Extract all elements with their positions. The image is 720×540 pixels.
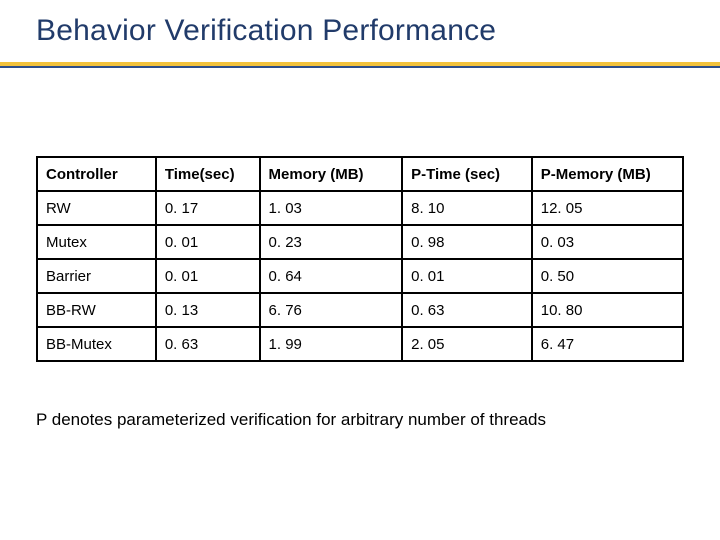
table-header-row: Controller Time(sec) Memory (MB) P-Time … xyxy=(37,157,683,191)
cell-memory: 6. 76 xyxy=(260,293,403,327)
cell-time: 0. 17 xyxy=(156,191,260,225)
cell-memory: 0. 23 xyxy=(260,225,403,259)
cell-time: 0. 01 xyxy=(156,225,260,259)
cell-controller: Barrier xyxy=(37,259,156,293)
cell-pmemory: 0. 03 xyxy=(532,225,683,259)
title-underline-blue xyxy=(0,66,720,68)
col-header-memory: Memory (MB) xyxy=(260,157,403,191)
cell-controller: RW xyxy=(37,191,156,225)
cell-memory: 0. 64 xyxy=(260,259,403,293)
cell-time: 0. 63 xyxy=(156,327,260,361)
page-title: Behavior Verification Performance xyxy=(36,14,496,48)
col-header-controller: Controller xyxy=(37,157,156,191)
col-header-time: Time(sec) xyxy=(156,157,260,191)
cell-controller: BB-RW xyxy=(37,293,156,327)
cell-pmemory: 6. 47 xyxy=(532,327,683,361)
performance-table-wrapper: Controller Time(sec) Memory (MB) P-Time … xyxy=(36,156,684,362)
cell-pmemory: 0. 50 xyxy=(532,259,683,293)
cell-controller: Mutex xyxy=(37,225,156,259)
table-row: BB-Mutex 0. 63 1. 99 2. 05 6. 47 xyxy=(37,327,683,361)
cell-memory: 1. 03 xyxy=(260,191,403,225)
cell-ptime: 2. 05 xyxy=(402,327,532,361)
cell-time: 0. 13 xyxy=(156,293,260,327)
footnote: P denotes parameterized verification for… xyxy=(36,410,684,430)
table-row: RW 0. 17 1. 03 8. 10 12. 05 xyxy=(37,191,683,225)
col-header-pmemory: P-Memory (MB) xyxy=(532,157,683,191)
slide: Behavior Verification Performance Contro… xyxy=(0,0,720,540)
cell-pmemory: 10. 80 xyxy=(532,293,683,327)
cell-controller: BB-Mutex xyxy=(37,327,156,361)
table-row: Mutex 0. 01 0. 23 0. 98 0. 03 xyxy=(37,225,683,259)
col-header-ptime: P-Time (sec) xyxy=(402,157,532,191)
performance-table: Controller Time(sec) Memory (MB) P-Time … xyxy=(36,156,684,362)
cell-pmemory: 12. 05 xyxy=(532,191,683,225)
cell-memory: 1. 99 xyxy=(260,327,403,361)
table-row: BB-RW 0. 13 6. 76 0. 63 10. 80 xyxy=(37,293,683,327)
cell-ptime: 0. 98 xyxy=(402,225,532,259)
cell-ptime: 0. 63 xyxy=(402,293,532,327)
table-row: Barrier 0. 01 0. 64 0. 01 0. 50 xyxy=(37,259,683,293)
cell-ptime: 0. 01 xyxy=(402,259,532,293)
cell-ptime: 8. 10 xyxy=(402,191,532,225)
cell-time: 0. 01 xyxy=(156,259,260,293)
